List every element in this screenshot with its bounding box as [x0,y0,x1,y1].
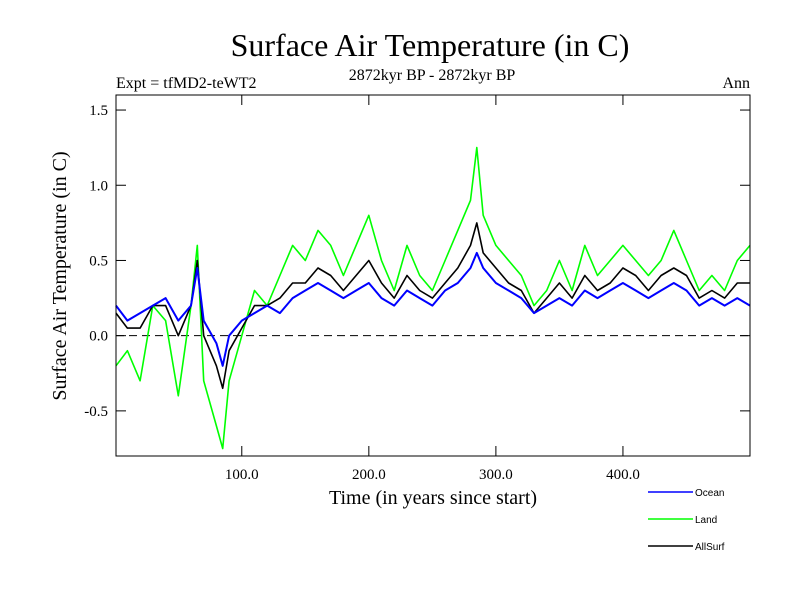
legend-label-allsurf: AllSurf [695,542,725,553]
season-label: Ann [722,75,750,92]
legend-label-ocean: Ocean [695,488,724,499]
chart-subtitle: 2872kyr BP - 2872kyr BP [349,67,516,84]
x-tick-label: 400.0 [606,467,640,483]
y-tick-label: 0.0 [89,329,108,345]
x-tick-label: 300.0 [479,467,513,483]
experiment-label: Expt = tfMD2-teWT2 [116,75,257,92]
x-axis-label: Time (in years since start) [329,487,537,509]
legend-label-land: Land [695,515,717,526]
chart-title: Surface Air Temperature (in C) [231,27,630,63]
y-tick-label: 0.5 [89,253,108,269]
series-line-allsurf [115,222,750,390]
y-tick-label: -0.5 [84,404,108,420]
legend: Ocean Land AllSurf [648,488,725,553]
plot-frame [115,94,751,457]
x-tick-label: 100.0 [225,467,259,483]
x-tick-label: 200.0 [352,467,386,483]
plot-area: -0.5 0.0 0.5 1.0 1.5 100.0 200.0 300.0 400.0 [84,94,751,483]
y-tick-label: 1.5 [89,103,108,119]
y-tick-label: 1.0 [89,178,108,194]
series-line-ocean [115,251,751,367]
y-axis-label: Surface Air Temperature (in C) [49,151,71,400]
series-line-land [115,146,751,450]
